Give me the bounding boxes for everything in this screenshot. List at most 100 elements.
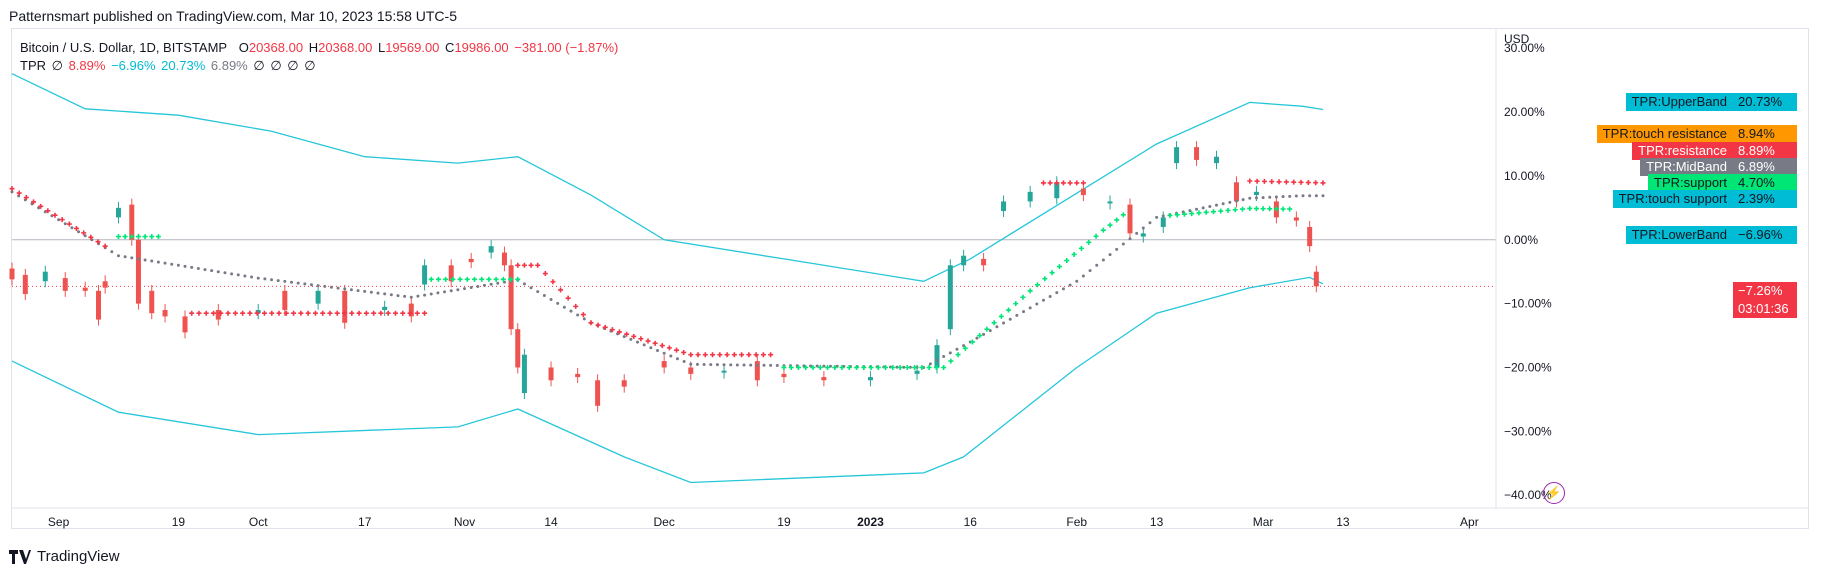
support-cross <box>155 234 161 240</box>
candle-body <box>508 265 514 330</box>
candle-body <box>1001 201 1007 212</box>
mid-band-dot <box>582 317 586 321</box>
x-tick-label: 13 <box>1336 515 1350 529</box>
resistance-cross <box>247 310 253 316</box>
symbol-legend[interactable]: Bitcoin / U.S. Dollar, 1D, BITSTAMP O203… <box>20 40 620 55</box>
indicator-value-4: 6.89% <box>210 58 248 73</box>
x-tick-label: Dec <box>653 515 674 529</box>
candle-body <box>1313 271 1319 287</box>
support-cross <box>1232 207 1238 213</box>
resistance-cross <box>550 279 556 285</box>
mid-band-dot <box>769 363 773 367</box>
support-cross <box>149 234 155 240</box>
mid-band-dot <box>309 283 313 287</box>
resistance-cross <box>1313 180 1319 186</box>
candle-body <box>1194 147 1200 160</box>
support-cross <box>941 364 947 370</box>
resistance-cross <box>189 310 195 316</box>
resistance-cross <box>45 208 51 214</box>
candle-body <box>149 290 155 314</box>
mid-band-dot <box>1248 196 1252 200</box>
mid-band-dot <box>63 222 67 226</box>
support-cross <box>984 326 990 332</box>
candle-body <box>521 354 527 394</box>
mid-band-dot <box>316 284 320 288</box>
high-label: H <box>308 40 319 55</box>
support-cross <box>1181 211 1187 217</box>
candle-body <box>781 373 787 378</box>
resistance-cross <box>638 336 644 342</box>
resistance-cross <box>283 310 289 316</box>
mid-band-dot <box>236 273 240 277</box>
lightning-icon[interactable]: ⚡ <box>1543 482 1565 504</box>
resistance-cross <box>334 310 340 316</box>
support-cross <box>1042 276 1048 282</box>
mid-band-dot <box>376 291 380 295</box>
mid-band-dot <box>1281 195 1285 199</box>
support-cross <box>1086 239 1092 245</box>
support-cross <box>1078 245 1084 251</box>
mid-band-dot <box>622 335 626 339</box>
mid-band-dot <box>1234 199 1238 203</box>
price-tag-value: 8.89% <box>1733 142 1797 160</box>
candle-body <box>548 367 554 381</box>
support-cross <box>122 234 128 240</box>
mid-band-dot <box>682 360 686 364</box>
resistance-cross <box>602 324 608 330</box>
mid-band-dot <box>935 358 939 362</box>
candles <box>9 141 1319 412</box>
resistance-cross <box>724 352 730 358</box>
mid-band-dot <box>143 258 147 262</box>
footer-brand[interactable]: TradingView <box>9 548 120 565</box>
candle-body <box>115 207 121 218</box>
mid-band-dot <box>210 269 214 273</box>
support-cross <box>1013 301 1019 307</box>
mid-band-dot <box>629 337 633 341</box>
support-cross <box>854 364 860 370</box>
mid-band-dot <box>243 274 247 278</box>
support-cross <box>962 345 968 351</box>
mid-band-dot <box>742 363 746 367</box>
candle-body <box>1253 191 1259 196</box>
resistance-cross <box>753 352 759 358</box>
resistance-cross <box>645 338 651 344</box>
mid-band-dot <box>522 282 526 286</box>
mid-band-dot <box>1088 269 1092 273</box>
price-tag-value: 2.39% <box>1733 190 1797 208</box>
mid-band-dot <box>1208 204 1212 208</box>
mid-band-dot <box>616 332 620 336</box>
resistance-cross <box>565 295 571 301</box>
resistance-cross <box>760 352 766 358</box>
resistance-cross <box>59 217 65 223</box>
publisher-line: Patternsmart published on TradingView.co… <box>9 8 457 24</box>
resistance-cross <box>681 349 687 355</box>
x-tick-label: 16 <box>964 515 978 529</box>
mid-band-dot <box>1101 258 1105 262</box>
mid-band-dot <box>1008 317 1012 321</box>
support-cross <box>508 276 514 282</box>
candle-body <box>867 377 873 381</box>
candle-body <box>1307 226 1313 247</box>
resistance-cross <box>95 239 101 245</box>
candle-body <box>22 274 28 295</box>
candle-body <box>1027 191 1033 202</box>
mid-band-dot <box>130 256 134 260</box>
resistance-cross <box>422 310 428 316</box>
mid-band-dot <box>110 250 114 254</box>
support-cross <box>832 364 838 370</box>
indicator-legend[interactable]: TPR ∅ 8.89% −6.96% 20.73% 6.89% ∅ ∅ ∅ ∅ <box>20 58 318 74</box>
mid-band-dot <box>715 363 719 367</box>
mid-band-dot <box>542 294 546 298</box>
support-cross <box>142 234 148 240</box>
resistance-cross <box>363 310 369 316</box>
y-tick-label: 10.00% <box>1504 169 1545 183</box>
resistance-cross <box>624 331 630 337</box>
resistance-cross <box>291 310 297 316</box>
price-tag-name: TPR:LowerBand <box>1625 226 1733 244</box>
mid-band-dot <box>349 288 353 292</box>
mid-band-dot <box>363 289 367 293</box>
resistance-cross <box>218 310 224 316</box>
support-cross <box>450 276 456 282</box>
candle-body <box>1080 188 1086 196</box>
